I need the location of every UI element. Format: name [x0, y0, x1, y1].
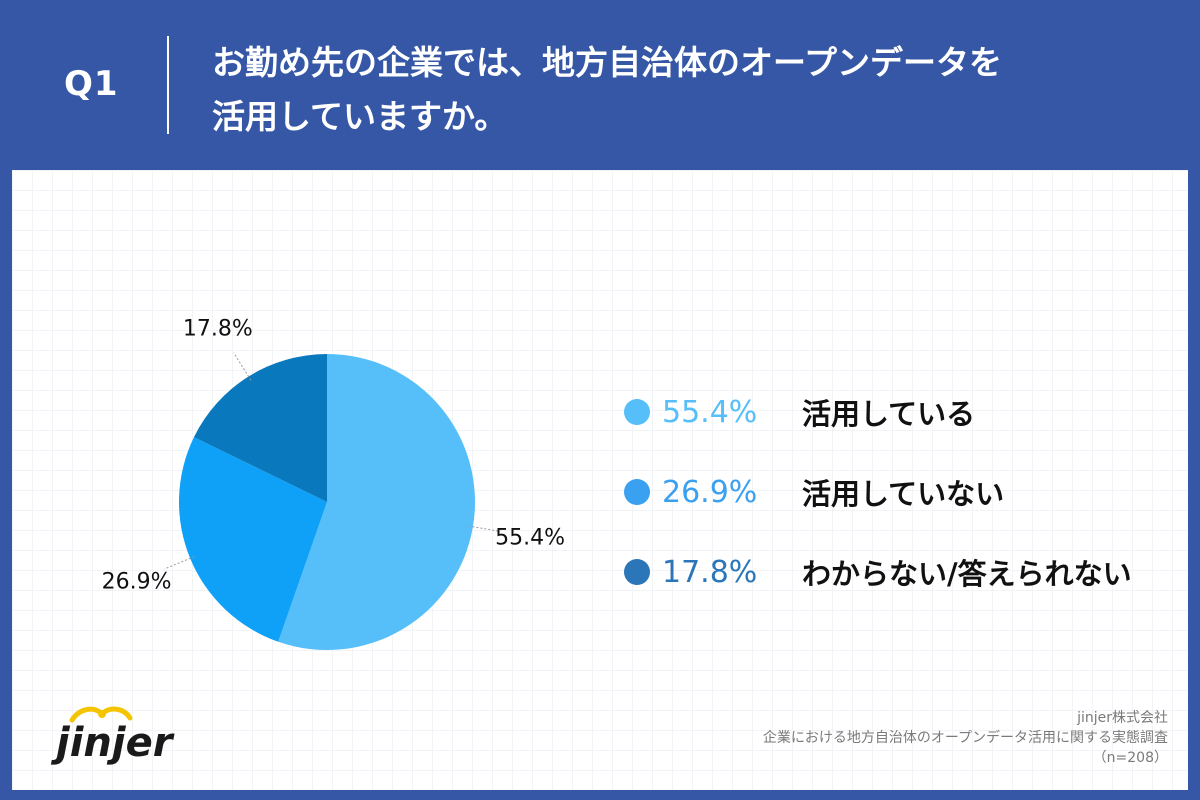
leader-line-1	[164, 556, 195, 570]
pie-slice-1	[179, 437, 327, 642]
jinjer-logo: jinjer	[50, 706, 175, 766]
legend-text-0: 活用している	[802, 397, 976, 431]
legend-text-1: 活用していない	[802, 477, 1005, 511]
footer-credit: jinjer株式会社 企業における地方自治体のオープンデータ活用に関する実態調査…	[763, 708, 1168, 768]
slice-label-1: 26.9%	[102, 569, 172, 594]
legend-pct-1: 26.9%	[662, 474, 758, 510]
leader-line-2	[233, 352, 252, 381]
pie-slice-2	[193, 354, 327, 502]
question-title-line-1: お勤め先の企業では、地方自治体のオープンデータを	[212, 43, 1003, 82]
slice-label-0: 55.4%	[495, 525, 565, 550]
leader-line-0	[468, 525, 501, 532]
logo-text: jinjer	[50, 720, 175, 766]
legend-text-2: わからない/答えられない	[802, 557, 1132, 591]
chart-panel: 55.4% 26.9% 17.8% 55.4% 活用している 26.9% 活用してい…	[12, 170, 1188, 790]
slice-label-2: 17.8%	[183, 316, 253, 341]
header-divider	[167, 36, 169, 134]
legend-dot-2	[624, 559, 650, 585]
question-label: Q1	[64, 64, 119, 104]
question-title: お勤め先の企業では、地方自治体のオープンデータを 活用していますか。	[212, 36, 1172, 144]
legend-item-2: 17.8% わからない/答えられない	[624, 532, 1184, 612]
footer-sample-size: （n=208）	[1092, 750, 1168, 766]
legend-pct-0: 55.4%	[662, 394, 758, 430]
legend-dot-0	[624, 399, 650, 425]
legend-item-1: 26.9% 活用していない	[624, 452, 1184, 532]
legend: 55.4% 活用している 26.9% 活用していない 17.8% わからない/答…	[624, 372, 1184, 612]
pie-slice-0	[278, 354, 476, 650]
legend-dot-1	[624, 479, 650, 505]
header: Q1 お勤め先の企業では、地方自治体のオープンデータを 活用していますか。	[0, 0, 1200, 170]
footer-company: jinjer株式会社	[1077, 710, 1168, 726]
footer-survey-title: 企業における地方自治体のオープンデータ活用に関する実態調査	[762, 730, 1168, 746]
logo-dot	[98, 710, 106, 718]
pie-chart: 55.4% 26.9% 17.8%	[102, 316, 565, 650]
legend-item-0: 55.4% 活用している	[624, 372, 1184, 452]
question-title-line-2: 活用していますか。	[212, 97, 508, 136]
legend-pct-2: 17.8%	[662, 554, 758, 590]
